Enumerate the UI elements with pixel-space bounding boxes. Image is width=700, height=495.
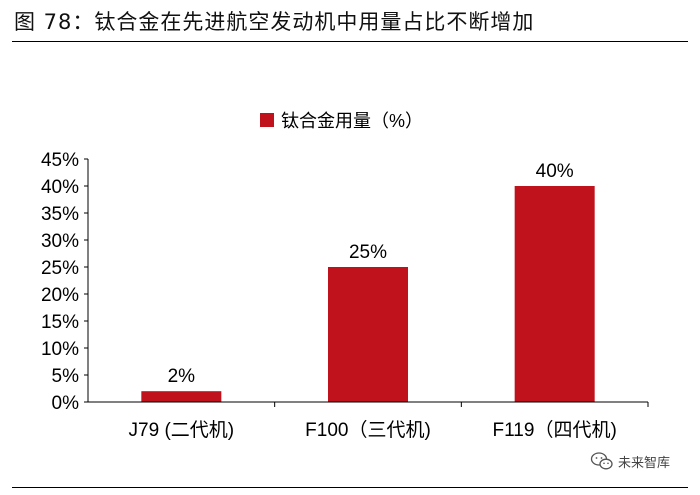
wechat-icon bbox=[590, 452, 613, 470]
x-axis-ticks: J79 (二代机) F100（三代机) F119（四代机) bbox=[129, 402, 649, 441]
watermark-text: 未来智库 bbox=[618, 455, 671, 471]
bar bbox=[514, 186, 595, 402]
x-tick-label: J79 (二代机) bbox=[129, 419, 235, 441]
y-tick-label: 5% bbox=[52, 366, 80, 387]
x-tick-label: F119（四代机) bbox=[493, 419, 617, 441]
legend-swatch bbox=[260, 113, 274, 127]
watermark: 未来智库 bbox=[590, 449, 670, 473]
data-label: 40% bbox=[536, 161, 574, 182]
y-tick-label: 40% bbox=[41, 177, 79, 198]
bar bbox=[141, 391, 222, 402]
y-tick-label: 10% bbox=[41, 339, 79, 360]
y-axis-ticks: 0% 5% 10% 15% 20% 25% 30% 35% 40% 45% bbox=[41, 150, 88, 414]
figure-title: 图 78：钛合金在先进航空发动机中用量占比不断增加 bbox=[14, 10, 535, 34]
title-divider bbox=[12, 41, 688, 42]
y-tick-label: 35% bbox=[41, 204, 79, 225]
legend-label: 钛合金用量（%） bbox=[281, 111, 423, 131]
bars bbox=[141, 186, 595, 402]
y-tick-label: 30% bbox=[41, 231, 79, 252]
legend: 钛合金用量（%） bbox=[260, 111, 423, 131]
bar bbox=[328, 267, 408, 402]
data-label: 25% bbox=[349, 242, 387, 263]
y-tick-label: 0% bbox=[52, 393, 80, 414]
y-tick-label: 25% bbox=[41, 258, 79, 279]
x-tick-label: F100（三代机) bbox=[305, 419, 431, 441]
bottom-divider bbox=[12, 487, 688, 488]
data-labels: 2% 25% 40% bbox=[168, 161, 574, 387]
y-tick-label: 45% bbox=[41, 150, 79, 171]
y-tick-label: 15% bbox=[41, 312, 79, 333]
data-label: 2% bbox=[168, 366, 196, 387]
y-tick-label: 20% bbox=[41, 285, 79, 306]
